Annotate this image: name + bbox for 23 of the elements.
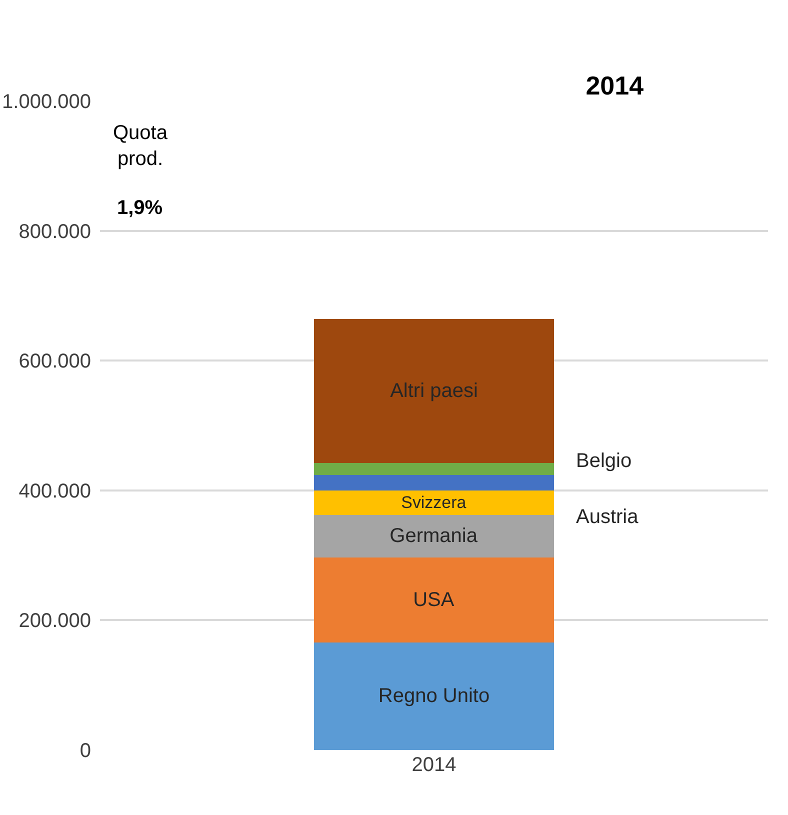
y-tick-label: 200.000 xyxy=(18,610,91,632)
series-label: Austria xyxy=(576,506,640,528)
annotation: 1,9% xyxy=(117,197,163,219)
series-label: Germania xyxy=(390,525,478,548)
y-tick-label: 800.000 xyxy=(18,220,91,243)
series-label: Belgio xyxy=(576,450,632,472)
bar xyxy=(314,490,554,516)
bar xyxy=(314,474,554,490)
series-label: USA xyxy=(413,588,455,611)
y-tick-label: 400.000 xyxy=(18,480,91,502)
chart-title: 2014 xyxy=(586,70,644,101)
annotation: Quota prod. xyxy=(113,122,168,170)
series-label: Altri paesi xyxy=(390,380,478,402)
series-label: Svizzera xyxy=(401,492,467,512)
bar xyxy=(314,319,554,464)
y-tick-label: 1.000.000 xyxy=(2,91,91,113)
y-tick-label: 600.000 xyxy=(18,350,91,373)
bar xyxy=(314,463,554,475)
bar xyxy=(314,642,554,750)
y-tick-label: 0 xyxy=(80,740,91,762)
bar xyxy=(314,515,554,558)
bar xyxy=(314,557,554,642)
series-label: Regno Unito xyxy=(378,685,490,708)
